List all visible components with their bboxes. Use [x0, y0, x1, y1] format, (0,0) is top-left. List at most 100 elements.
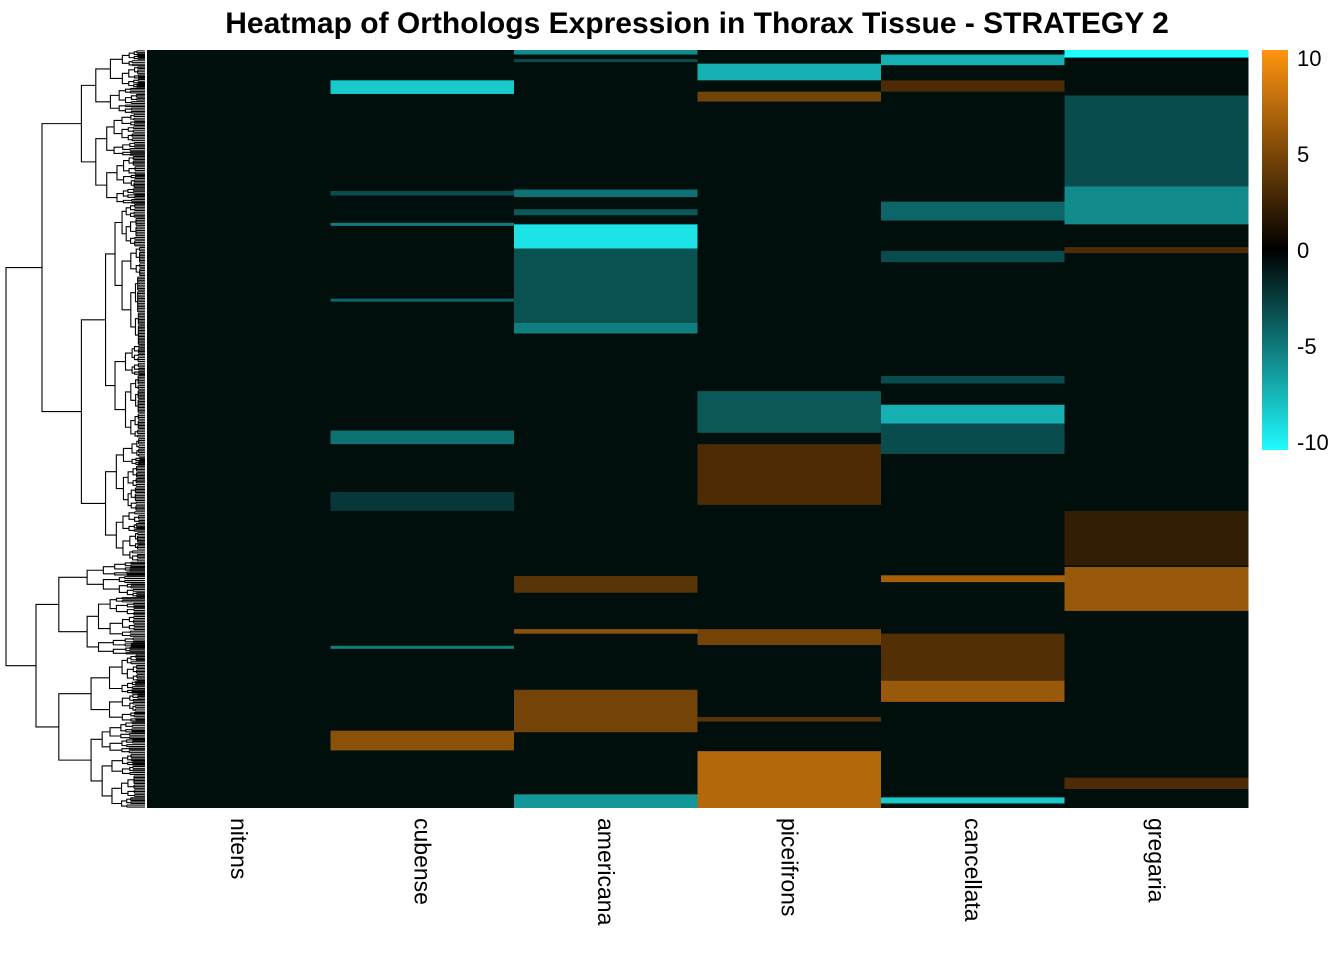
dendrogram-branch — [133, 215, 145, 218]
dendrogram-branch — [127, 188, 134, 194]
column-label-americana: americana — [593, 818, 619, 926]
dendrogram-branch — [115, 521, 123, 549]
dendrogram-branch — [127, 761, 133, 766]
dendrogram-branch — [128, 61, 133, 66]
dendrogram-branch — [137, 74, 145, 78]
heatmap-cell-americana-3 — [514, 209, 698, 216]
dendrogram-branch — [121, 631, 131, 637]
heatmap-cell-piceifrons-0 — [697, 63, 882, 81]
dendrogram-branch — [121, 684, 128, 693]
dendrogram-branch — [121, 697, 130, 707]
heatmap-cell-cancellata-0 — [881, 54, 1065, 66]
dendrogram-branch — [133, 182, 145, 188]
dendrogram-branch — [133, 195, 145, 199]
dendrogram-branch — [121, 619, 130, 628]
dendrogram-branch — [130, 801, 145, 804]
dendrogram-branch — [124, 643, 131, 647]
dendrogram-branch — [135, 526, 145, 529]
dendrogram-branch — [133, 51, 137, 56]
dendrogram-branch — [134, 171, 145, 175]
dendrogram-branch — [129, 567, 145, 569]
dendrogram-branch — [133, 794, 145, 797]
dendrogram-branch — [134, 176, 145, 180]
dendrogram-branch — [133, 346, 139, 352]
dendrogram-branch — [127, 127, 134, 132]
dendrogram-branch — [131, 63, 145, 67]
dendrogram-branch — [134, 240, 145, 247]
column-label-cancellata: cancellata — [960, 818, 986, 922]
dendrogram-branch — [133, 354, 138, 361]
dendrogram-branch — [137, 276, 145, 291]
dendrogram-branch — [136, 542, 145, 545]
dendrogram-branch — [121, 599, 145, 603]
heatmap-cell-americana-9 — [514, 689, 698, 733]
dendrogram-branch — [133, 179, 145, 183]
dendrogram-branch — [129, 568, 145, 572]
dendrogram-branch — [111, 787, 122, 805]
heatmap-cell-cancellata-8 — [881, 633, 1065, 681]
dendrogram-branch — [131, 728, 145, 731]
dendrogram-branch — [133, 611, 145, 616]
dendrogram-branch — [125, 226, 131, 242]
dendrogram-branch — [137, 77, 145, 79]
dendrogram-branch — [137, 463, 145, 466]
dendrogram-branch — [131, 691, 145, 694]
dendrogram-branch — [130, 180, 134, 186]
dendrogram-branch — [132, 592, 137, 597]
dendrogram-branch — [134, 705, 145, 708]
dendrogram-branch — [131, 730, 145, 733]
dendrogram-branch — [131, 133, 145, 138]
dendrogram-branch — [132, 555, 138, 561]
dendrogram-branch — [122, 540, 130, 556]
dendrogram-branch — [138, 459, 145, 462]
dendrogram-branch — [127, 194, 135, 198]
dendrogram-branch — [133, 712, 145, 715]
dendrogram-branch — [128, 52, 135, 59]
dendrogram-branch — [125, 652, 145, 655]
dendrogram-branch — [135, 594, 145, 597]
heatmap-cell-americana-4 — [514, 224, 698, 249]
dendrogram-branch — [137, 367, 145, 371]
dendrogram-branch — [131, 724, 145, 728]
dendrogram-branch — [137, 696, 145, 699]
heatmap-cell-cubense-1 — [330, 190, 515, 196]
dendrogram-branch — [137, 535, 145, 543]
dendrogram-branch — [121, 128, 129, 139]
dendrogram-branch — [132, 129, 145, 133]
dendrogram-branch — [131, 458, 136, 464]
dendrogram-branch — [138, 515, 145, 520]
dendrogram-branch — [138, 373, 145, 376]
dendrogram-branch — [131, 681, 136, 686]
dendrogram-branch — [121, 800, 127, 807]
dendrogram-branch — [121, 72, 129, 85]
dendrogram-branch — [133, 619, 145, 624]
legend-tick-label: 5 — [1297, 142, 1309, 167]
dendrogram-branch — [126, 603, 134, 608]
dendrogram-branch — [127, 134, 133, 141]
dendrogram-branch — [138, 520, 145, 523]
heatmap-cell-gregaria-1 — [1064, 95, 1249, 187]
dendrogram-branch — [133, 364, 139, 370]
dendrogram-branch — [109, 622, 123, 635]
dendrogram-branch — [137, 78, 145, 82]
dendrogram-branch — [121, 260, 131, 311]
dendrogram-branch — [133, 784, 145, 789]
dendrogram-branch — [124, 391, 131, 428]
dendrogram-branch — [132, 126, 145, 130]
heatmap-cell-americana-2 — [514, 189, 698, 198]
dendrogram-branch — [126, 583, 131, 588]
dendrogram-branch — [116, 165, 124, 181]
dendrogram-branch — [122, 190, 128, 197]
dendrogram-branch — [130, 583, 145, 586]
dendrogram-branch — [121, 748, 130, 753]
dendrogram-branch — [137, 57, 145, 60]
dendrogram-branch — [135, 592, 145, 595]
dendrogram-branch — [130, 292, 136, 328]
dendrogram-branch — [128, 157, 134, 164]
dendrogram-branch — [126, 739, 133, 743]
dendrogram-branch — [105, 471, 117, 536]
dendrogram-branch — [90, 738, 103, 782]
dendrogram-branch — [134, 487, 145, 493]
heatmap-cell-cubense-3 — [330, 298, 515, 302]
dendrogram-branch — [137, 420, 145, 429]
